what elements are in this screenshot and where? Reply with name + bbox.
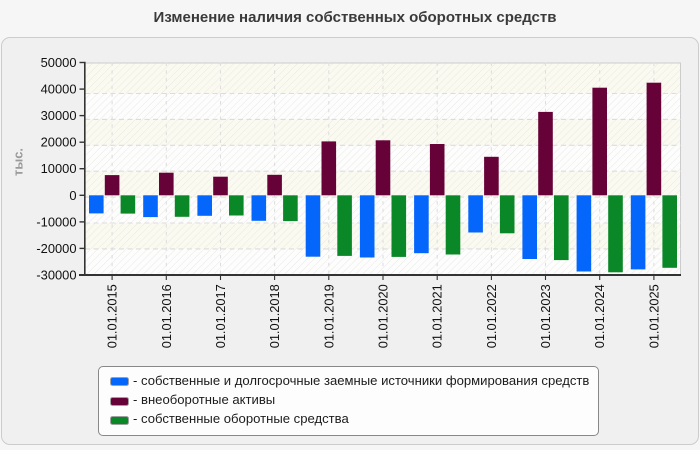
svg-text:40000: 40000 — [41, 82, 77, 97]
svg-text:01.01.2016: 01.01.2016 — [159, 284, 174, 348]
svg-text:01.01.2024: 01.01.2024 — [592, 284, 607, 348]
svg-text:01.01.2023: 01.01.2023 — [538, 284, 553, 348]
svg-text:-30000: -30000 — [36, 268, 76, 283]
svg-text:01.01.2019: 01.01.2019 — [321, 284, 336, 348]
svg-text:01.01.2020: 01.01.2020 — [376, 284, 391, 348]
svg-text:10000: 10000 — [41, 161, 77, 176]
svg-text:01.01.2015: 01.01.2015 — [105, 284, 120, 348]
svg-text:-20000: -20000 — [36, 241, 76, 256]
svg-text:01.01.2017: 01.01.2017 — [213, 284, 228, 348]
svg-text:01.01.2021: 01.01.2021 — [430, 284, 445, 348]
svg-text:01.01.2018: 01.01.2018 — [267, 284, 282, 348]
svg-text:50000: 50000 — [41, 55, 77, 70]
svg-text:30000: 30000 — [41, 108, 77, 123]
svg-text:-10000: -10000 — [36, 214, 76, 229]
svg-text:20000: 20000 — [41, 135, 77, 150]
svg-text:тыс.: тыс. — [11, 148, 26, 176]
svg-text:0: 0 — [69, 188, 76, 203]
svg-text:01.01.2025: 01.01.2025 — [646, 284, 661, 348]
svg-text:01.01.2022: 01.01.2022 — [484, 284, 499, 348]
